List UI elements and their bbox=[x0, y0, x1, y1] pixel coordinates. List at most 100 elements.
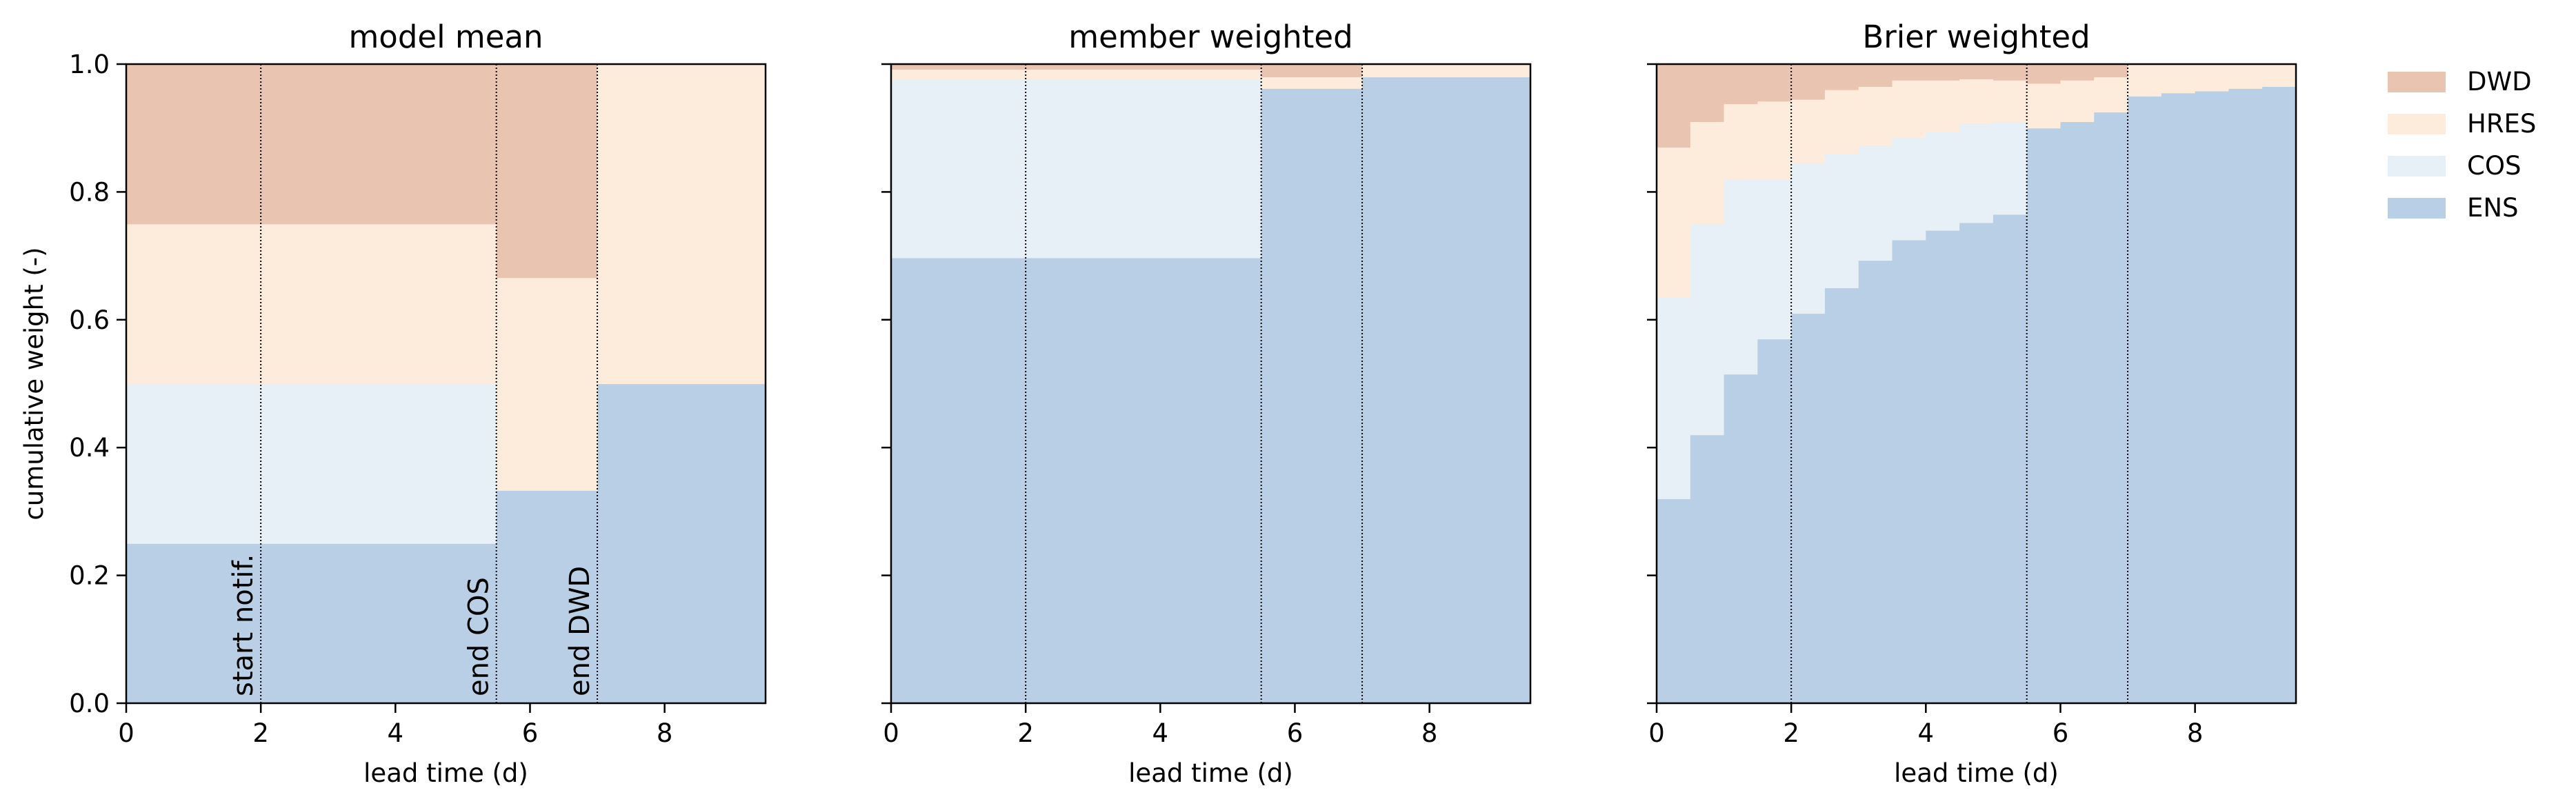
bar-segment-ens bbox=[2060, 121, 2095, 704]
axes-frame bbox=[890, 63, 1532, 705]
bar-segment-ens bbox=[1724, 374, 1758, 704]
bar-segment-hres bbox=[2228, 64, 2263, 89]
x-tick-label: 8 bbox=[2187, 718, 2204, 748]
legend-item-cos: COS bbox=[2388, 151, 2521, 181]
bar-segment-hres bbox=[1858, 86, 1893, 146]
x-tick-label: 2 bbox=[1017, 718, 1034, 748]
bar-segment-ens bbox=[1959, 222, 1994, 704]
bar-segment-dwd bbox=[496, 64, 598, 279]
x-tick-label: 2 bbox=[1783, 718, 1799, 748]
x-tick-label: 4 bbox=[1152, 718, 1169, 748]
bar-segment-cos bbox=[1657, 297, 1691, 499]
legend-swatch bbox=[2388, 114, 2446, 134]
x-axis-label: lead time (d) bbox=[1894, 758, 2059, 788]
x-tick-label: 4 bbox=[388, 718, 404, 748]
bar-segment-hres bbox=[1724, 103, 1758, 180]
x-axis-label: lead time (d) bbox=[1128, 758, 1293, 788]
bar-segment-hres bbox=[1959, 79, 1994, 124]
bar-segment-ens bbox=[1993, 214, 2028, 704]
panel-title: model mean bbox=[348, 19, 543, 55]
y-axis-label: cumulative weight (-) bbox=[19, 247, 49, 520]
bar-segment-cos bbox=[1824, 153, 1859, 289]
bar-segment-ens bbox=[1824, 287, 1859, 704]
x-tick-label: 2 bbox=[252, 718, 269, 748]
bar-segment-hres bbox=[2262, 64, 2297, 88]
panel-3: 0 2 4 6 8 lead time (d) Brier weighted bbox=[1647, 19, 2297, 788]
bar-segment-dwd bbox=[2094, 64, 2128, 78]
legend: DWD HRES COS ENS bbox=[2388, 67, 2536, 223]
bar-segment-dwd bbox=[1261, 64, 1363, 78]
bar-segment-hres bbox=[1757, 101, 1792, 180]
legend-label: ENS bbox=[2467, 193, 2519, 223]
bar-segment-cos bbox=[1757, 179, 1792, 340]
bar-segment-dwd bbox=[1690, 64, 1725, 123]
bar-segment-cos bbox=[891, 79, 1262, 259]
bar-segment-dwd bbox=[1657, 64, 1691, 148]
bar-segment-cos bbox=[1993, 121, 2028, 215]
bar-segment-ens bbox=[1657, 498, 1691, 704]
bar-segment-hres bbox=[597, 64, 766, 385]
legend-label: HRES bbox=[2467, 109, 2536, 139]
bar-segment-ens bbox=[1757, 339, 1792, 704]
bar-segment-dwd bbox=[2026, 64, 2061, 84]
bar-segment-hres bbox=[1261, 77, 1363, 89]
bar-segment-hres bbox=[126, 223, 497, 385]
bar-segment-cos bbox=[1926, 131, 1960, 231]
bar-segment-hres bbox=[1926, 80, 1960, 132]
axes-frame bbox=[125, 63, 767, 705]
legend-item-ens: ENS bbox=[2388, 193, 2519, 223]
bar-segment-hres bbox=[2161, 64, 2196, 94]
panel-title: member weighted bbox=[1068, 19, 1352, 55]
bar-segment-ens bbox=[891, 257, 1262, 704]
x-tick-label: 6 bbox=[1287, 718, 1304, 748]
panels-layer: 0 2 4 6 8 0.0 0.2 0.4 0.6 0.8 1.0 lead time (d) mode… bbox=[19, 19, 2297, 788]
panel-2: 0 2 4 6 8 lead time (d) member weighted bbox=[881, 19, 1532, 788]
bar-segment-hres bbox=[1993, 80, 2028, 123]
annotation-label: end COS bbox=[463, 577, 495, 696]
bar-segment-ens bbox=[2195, 90, 2230, 704]
bar-segment-ens bbox=[2262, 86, 2297, 704]
legend-item-hres: HRES bbox=[2388, 109, 2536, 139]
bar-segment-dwd bbox=[1791, 64, 1826, 100]
bar-segment-hres bbox=[496, 277, 598, 491]
bar-segment-dwd bbox=[1724, 64, 1758, 105]
legend-swatch bbox=[2388, 156, 2446, 176]
bar-segment-cos bbox=[1791, 163, 1826, 314]
bar-segment-ens bbox=[1926, 230, 1960, 704]
panel-title: Brier weighted bbox=[1862, 19, 2090, 55]
legend-label: DWD bbox=[2467, 67, 2532, 97]
x-tick-label: 0 bbox=[1648, 718, 1665, 748]
bar-segment-dwd bbox=[1824, 64, 1859, 90]
bar-segment-hres bbox=[1362, 64, 1531, 78]
bar-segment-ens bbox=[1261, 88, 1363, 704]
annotation-label: end DWD bbox=[564, 566, 596, 696]
x-tick-label: 8 bbox=[657, 718, 673, 748]
bar-segment-ens bbox=[1858, 260, 1893, 704]
bar-segment-dwd bbox=[891, 64, 1262, 70]
bar-segment-ens bbox=[2094, 112, 2128, 704]
legend-item-dwd: DWD bbox=[2388, 67, 2532, 97]
bar-segment-ens bbox=[2128, 96, 2162, 704]
bar-segment-hres bbox=[2094, 77, 2128, 113]
x-tick-label: 4 bbox=[1918, 718, 1935, 748]
bar-segment-hres bbox=[1892, 80, 1926, 139]
bar-segment-cos bbox=[126, 383, 497, 544]
bar-segment-cos bbox=[1690, 223, 1725, 436]
legend-label: COS bbox=[2467, 151, 2521, 181]
bar-segment-ens bbox=[1362, 77, 1531, 704]
x-tick-label: 0 bbox=[118, 718, 134, 748]
x-tick-label: 8 bbox=[1421, 718, 1438, 748]
x-tick-label: 6 bbox=[522, 718, 539, 748]
bar-segment-dwd bbox=[1959, 64, 1994, 79]
bar-segment-ens bbox=[1892, 239, 1926, 704]
bar-segment-ens bbox=[2026, 128, 2061, 704]
bar-segment-cos bbox=[1858, 145, 1893, 261]
y-tick-label: 0.2 bbox=[69, 561, 110, 591]
x-axis-label: lead time (d) bbox=[363, 758, 528, 788]
bar-segment-cos bbox=[1724, 179, 1758, 375]
bar-segment-ens bbox=[496, 490, 598, 704]
legend-swatch bbox=[2388, 72, 2446, 92]
bar-segment-ens bbox=[2228, 88, 2263, 704]
axes-frame bbox=[1655, 63, 2297, 705]
